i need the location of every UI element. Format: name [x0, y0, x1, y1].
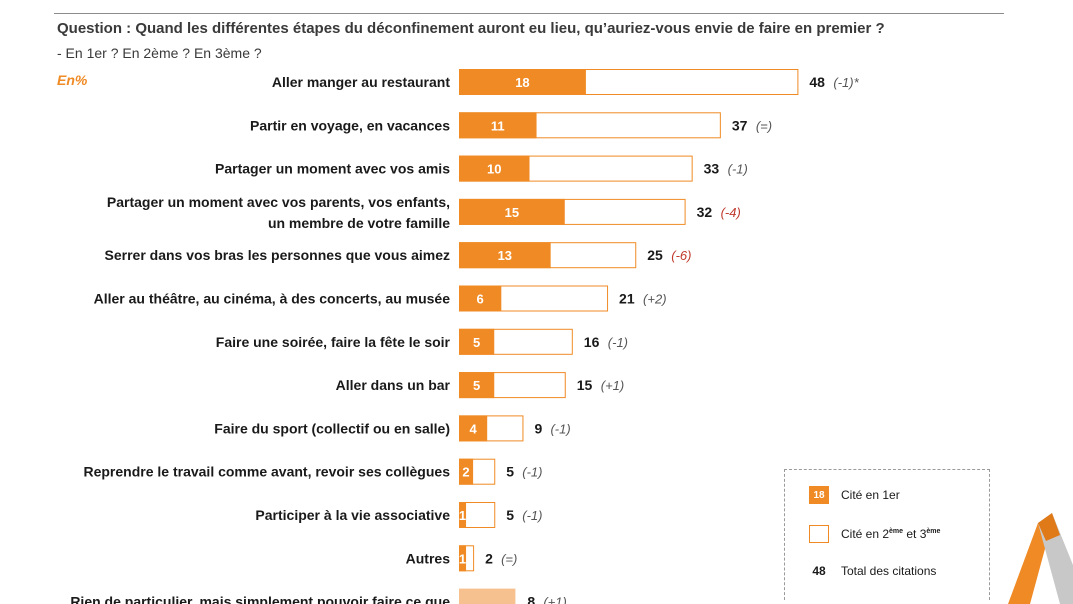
- first-value-label: 18: [515, 75, 529, 90]
- first-bar: [459, 242, 551, 269]
- category-label: Reprendre le travail comme avant, revoir…: [83, 464, 450, 480]
- category-label: Serrer dans vos bras les personnes que v…: [105, 247, 450, 263]
- legend-label-other: Cité en 2ème et 3ème: [841, 527, 941, 541]
- category-label: Aller dans un bar: [336, 377, 451, 393]
- total-bar: [459, 588, 516, 604]
- delta-label: (-1): [608, 335, 628, 350]
- first-bar: [459, 328, 495, 355]
- total-value-label: 5: [506, 507, 514, 523]
- delta-label: (-1): [728, 162, 748, 177]
- first-value-label: 6: [477, 292, 484, 307]
- first-value-label: 11: [491, 118, 505, 133]
- total-value-label: 16: [584, 334, 600, 350]
- first-value-label: 1: [459, 508, 466, 523]
- total-value-label: 8: [527, 594, 535, 604]
- top-rule: [54, 13, 1004, 14]
- delta-label: (-1): [522, 508, 542, 523]
- delta-label: (-1): [522, 465, 542, 480]
- first-value-label: 5: [473, 335, 480, 350]
- total-value-label: 15: [577, 377, 593, 393]
- total-value-label: 9: [534, 420, 542, 436]
- legend-item-total: 48 Total des citations: [809, 564, 936, 578]
- legend-item-other: Cité en 2ème et 3ème: [809, 525, 940, 543]
- question-title: Question : Quand les différentes étapes …: [57, 20, 885, 37]
- total-value-label: 2: [485, 550, 493, 566]
- first-bar: [459, 415, 488, 442]
- category-label: Aller manger au restaurant: [272, 74, 451, 90]
- delta-label: (=): [756, 118, 772, 133]
- total-value-label: 33: [704, 161, 720, 177]
- legend-label-first: Cité en 1er: [841, 488, 900, 502]
- category-label: Aller au théâtre, au cinéma, à des conce…: [94, 291, 451, 307]
- category-label: Faire une soirée, faire la fête le soir: [216, 334, 451, 350]
- first-value-label: 5: [473, 378, 480, 393]
- legend-swatch-first: 18: [809, 486, 829, 504]
- legend-item-first: 18 Cité en 1er: [809, 486, 900, 504]
- first-bar: [459, 502, 467, 528]
- delta-label: (-1)*: [833, 75, 859, 90]
- first-bar: [459, 112, 537, 139]
- first-value-label: 10: [487, 162, 501, 177]
- total-value-label: 48: [809, 74, 825, 90]
- total-value-label: 25: [647, 247, 663, 263]
- first-bar: [459, 155, 530, 182]
- delta-label: (+2): [643, 292, 666, 307]
- delta-label: (+1): [543, 595, 566, 604]
- unit-label: En%: [57, 72, 88, 88]
- legend-sample-total: 48: [812, 564, 826, 578]
- category-label: Autres: [406, 550, 451, 566]
- delta-label: (-4): [721, 205, 741, 220]
- legend-swatch-other: [809, 525, 829, 543]
- total-value-label: 32: [697, 204, 713, 220]
- chart-legend: 18 Cité en 1er Cité en 2ème et 3ème 48 T…: [784, 469, 990, 600]
- delta-label: (-1): [550, 421, 570, 436]
- first-bar: [459, 285, 502, 312]
- legend-label-total: Total des citations: [841, 564, 937, 578]
- brand-logo: [1008, 513, 1073, 604]
- first-bar: [459, 372, 495, 399]
- delta-label: (+1): [601, 378, 624, 393]
- first-value-label: 15: [505, 205, 519, 220]
- first-bar: [459, 69, 586, 95]
- category-label: Rien de particulier, mais simplement pou…: [70, 594, 450, 604]
- delta-label: (-6): [671, 248, 691, 263]
- total-value-label: 21: [619, 291, 635, 307]
- category-label: Partir en voyage, en vacances: [250, 117, 450, 133]
- delta-label: (=): [501, 551, 517, 566]
- first-bar: [459, 198, 565, 225]
- category-label: Partager un moment avec vos parents, vos…: [107, 194, 450, 231]
- first-value-label: 1: [459, 551, 466, 566]
- first-bar: [459, 458, 474, 485]
- total-value-label: 37: [732, 117, 748, 133]
- total-value-label: 5: [506, 464, 514, 480]
- first-bar: [459, 545, 467, 572]
- category-label: Partager un moment avec vos amis: [215, 161, 450, 177]
- category-label: Participer à la vie associative: [255, 507, 450, 523]
- first-value-label: 13: [498, 248, 512, 263]
- first-value-label: 4: [469, 421, 477, 436]
- category-label: Faire du sport (collectif ou en salle): [214, 420, 450, 436]
- question-subtitle: - En 1er ? En 2ème ? En 3ème ?: [57, 45, 262, 61]
- first-value-label: 2: [462, 465, 469, 480]
